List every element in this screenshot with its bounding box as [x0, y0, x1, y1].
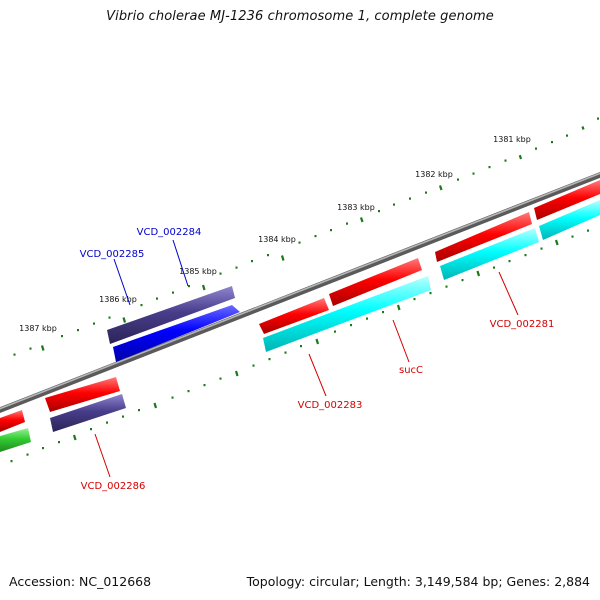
gene-arrow-blue[interactable] — [113, 305, 240, 362]
outer-major-tick — [280, 255, 285, 261]
features-outer-strand — [107, 180, 600, 344]
gene-label-vcd-002281[interactable]: VCD_002281 — [490, 319, 555, 330]
gene-label-vcd-002283[interactable]: VCD_002283 — [298, 400, 363, 411]
outer-tick-track — [13, 117, 599, 356]
inner-major-tick — [72, 434, 77, 441]
gene-arrow-darkblue[interactable] — [107, 286, 235, 344]
outer-major-tick — [581, 126, 585, 130]
backbone — [0, 171, 600, 414]
gene-labels: VCD_002281 sucC VCD_002283 VCD_002284 VC… — [80, 227, 555, 492]
tick-label-1383: 1383 kbp — [337, 203, 375, 212]
inner-minor-ticks — [10, 229, 589, 463]
tick-label-1386: 1386 kbp — [99, 295, 137, 304]
outer-minor-ticks — [13, 117, 599, 356]
tick-label-1384: 1384 kbp — [258, 235, 296, 244]
callout-lines — [94, 239, 519, 478]
inner-major-tick — [234, 370, 239, 377]
inner-major-tick — [315, 338, 320, 345]
kbp-labels: 1381 kbp 1382 kbp 1383 kbp 1384 kbp 1385… — [19, 135, 531, 333]
map-title: Vibrio cholerae MJ-1236 chromosome 1, co… — [106, 9, 494, 24]
inner-major-tick — [476, 270, 481, 277]
gene-arrow-red[interactable] — [435, 212, 532, 262]
gene-arrow-red[interactable] — [0, 410, 25, 432]
gene-arrow-cyan[interactable] — [539, 200, 600, 240]
gene-arrow-green[interactable] — [0, 428, 31, 452]
inner-major-tick — [554, 239, 559, 246]
inner-tick-track — [10, 229, 589, 463]
gene-arrow-darkblue[interactable] — [50, 394, 126, 432]
outer-major-tick — [122, 317, 127, 323]
gene-arrow-red[interactable] — [259, 298, 329, 334]
gene-label-vcd-002284[interactable]: VCD_002284 — [137, 227, 202, 238]
outer-major-tick — [518, 154, 523, 160]
tick-label-1387: 1387 kbp — [19, 324, 57, 333]
tick-label-1382: 1382 kbp — [415, 170, 453, 179]
gene-label-succ[interactable]: sucC — [399, 365, 423, 376]
outer-major-tick — [201, 284, 206, 291]
tick-label-1381: 1381 kbp — [493, 135, 531, 144]
outer-major-tick — [438, 185, 443, 191]
gene-arrow-red[interactable] — [329, 258, 422, 306]
gene-arrow-red[interactable] — [534, 180, 600, 220]
gene-label-vcd-002286[interactable]: VCD_002286 — [81, 481, 146, 492]
gene-arrow-cyan[interactable] — [263, 276, 431, 352]
inner-major-tick — [396, 304, 401, 311]
accession-text: Accession: NC_012668 — [9, 574, 152, 589]
inner-major-tick — [153, 402, 158, 409]
features-inner-strand — [113, 200, 600, 362]
gene-arrow-cyan[interactable] — [440, 228, 539, 280]
genome-summary-text: Topology: circular; Length: 3,149,584 bp… — [246, 574, 590, 589]
tick-label-1385: 1385 kbp — [179, 267, 217, 276]
features-left — [0, 377, 126, 452]
gene-arrow-red[interactable] — [45, 377, 120, 412]
gene-label-vcd-002285[interactable]: VCD_002285 — [80, 249, 145, 260]
outer-major-tick — [40, 345, 45, 351]
outer-major-tick — [359, 217, 364, 223]
